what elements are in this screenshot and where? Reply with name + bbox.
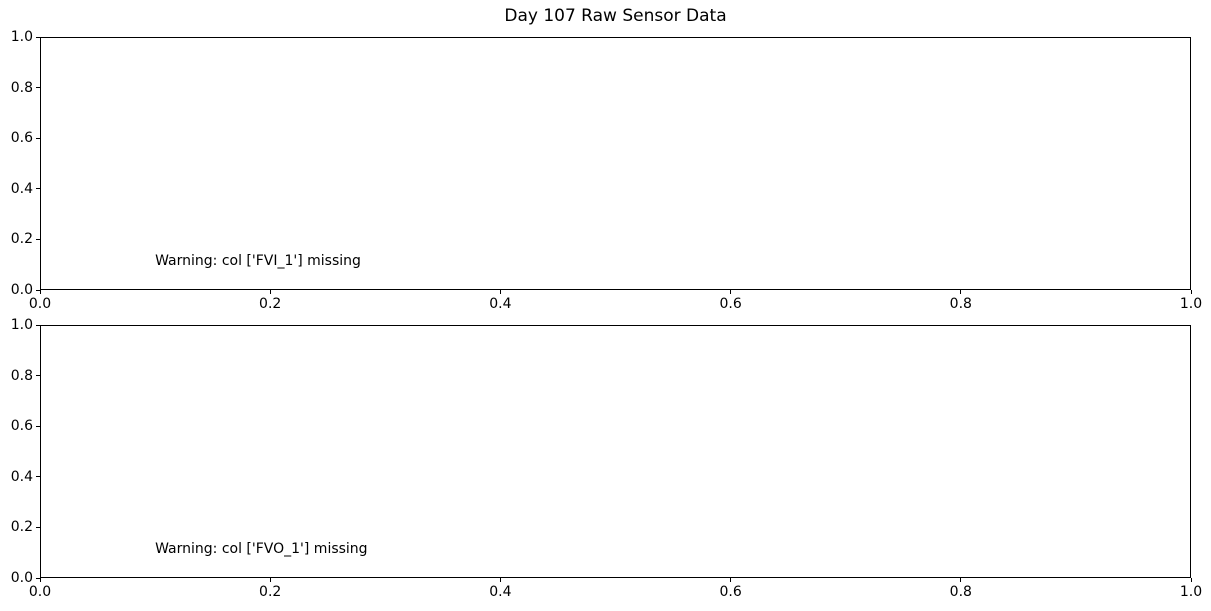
warning-text-top: Warning: col ['FVI_1'] missing [155,252,361,269]
x-tick-mark [499,578,501,582]
x-tick-mark [269,578,271,582]
y-tick-mark [36,289,40,291]
y-tick-label: 0.6 [10,418,33,435]
y-tick-mark [36,476,40,478]
y-tick-label: 0.2 [10,519,33,536]
x-tick-mark [269,290,271,294]
x-tick-mark [1190,290,1192,294]
x-tick-label: 0.2 [259,296,282,312]
y-tick-label: 0.0 [10,570,33,586]
y-tick-label: 1.0 [10,29,33,45]
warning-text-bottom: Warning: col ['FVO_1'] missing [155,540,368,557]
figure-title: Day 107 Raw Sensor Data [504,6,727,26]
y-tick-mark [36,577,40,579]
y-tick-label: 0.0 [10,282,33,298]
x-tick-mark [1190,578,1192,582]
x-tick-mark [39,578,41,582]
x-tick-label: 1.0 [1179,584,1203,600]
y-tick-mark [36,375,40,377]
x-tick-mark [730,578,732,582]
x-tick-label: 0.6 [719,296,742,312]
y-tick-label: 1.0 [10,317,33,333]
x-tick-label: 0.2 [259,584,282,600]
x-tick-label: 0.6 [719,584,742,600]
y-tick-mark [36,36,40,38]
y-tick-label: 0.2 [10,231,33,248]
x-tick-label: 0.0 [28,296,52,312]
subplot-top: Warning: col ['FVI_1'] missing 0.0 0.2 0.4… [11,29,1202,312]
x-tick-label: 0.8 [949,584,972,600]
x-tick-label: 0.8 [949,296,972,312]
x-tick-mark [960,290,962,294]
y-tick-label: 0.8 [10,79,33,96]
y-tick-mark [36,526,40,528]
y-tick-mark [36,238,40,240]
x-tick-mark [730,290,732,294]
y-tick-label: 0.4 [10,468,33,485]
y-tick-label: 0.4 [10,180,33,197]
x-tick-label: 0.0 [28,584,52,600]
y-tick-label: 0.8 [10,367,33,384]
y-tick-mark [36,324,40,326]
x-tick-label: 1.0 [1179,296,1203,312]
x-tick-mark [960,578,962,582]
x-tick-label: 0.4 [489,584,512,600]
y-tick-mark [36,137,40,139]
subplot-bottom: Warning: col ['FVO_1'] missing 0.0 0.2 0.4… [11,317,1202,600]
x-tick-mark [499,290,501,294]
y-tick-mark [36,87,40,89]
y-tick-mark [36,188,40,190]
x-tick-mark [39,290,41,294]
x-tick-label: 0.4 [489,296,512,312]
y-tick-label: 0.6 [10,130,33,147]
y-tick-mark [36,425,40,427]
